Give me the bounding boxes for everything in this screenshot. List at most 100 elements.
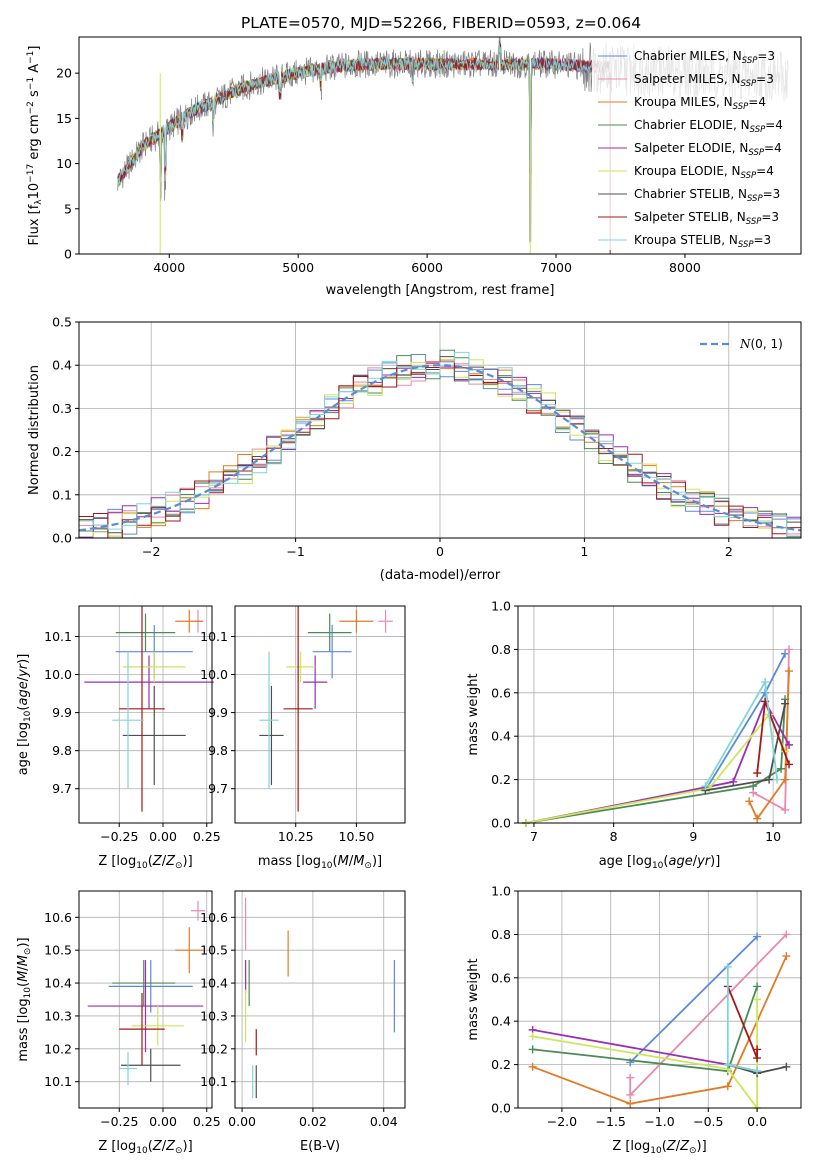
x-tick-label: 8: [610, 829, 618, 844]
x-tick-label: 0.00: [149, 1114, 177, 1129]
weight-marker-salpeter_stelib: [785, 760, 794, 769]
y-tick-label: 0.0: [491, 816, 511, 831]
weight-marker-chabrier_elodie: [528, 1045, 537, 1054]
x-tick-label: −0.25: [100, 829, 138, 844]
weight-marker-salpeter_elodie: [785, 740, 794, 749]
legend-entry-salpeter_elodie: Salpeter ELODIE, NSSP=4: [634, 141, 782, 158]
weight_vs_age-axes: [518, 605, 801, 824]
x-tick-label: 0.02: [299, 1114, 327, 1129]
x-axis-label: Z [log10(Z/Z⊙)]: [612, 1139, 706, 1156]
weight-marker-kroupa_stelib: [723, 962, 732, 971]
legend-entry-chabrier_miles: Chabrier MILES, NSSP=3: [634, 49, 775, 66]
x-axis-label: mass [log10(M/M⊙)]: [258, 854, 382, 871]
x-tick-label: −1.0: [644, 1114, 674, 1129]
x-tick-label: −1.5: [596, 1114, 626, 1129]
y-tick-label: 0.6: [491, 970, 511, 985]
y-tick-label: 0.8: [491, 642, 511, 657]
y-tick-label: 9.8: [208, 743, 228, 758]
y-axis-label: mass weight: [466, 673, 481, 755]
weight-marker-kroupa_stelib: [723, 1060, 732, 1069]
x-axis-label: wavelength [Angstrom, rest frame]: [326, 283, 555, 298]
y-tick-label: 0.2: [491, 1057, 511, 1072]
y-tick-label: 1.0: [491, 884, 511, 899]
weight-marker-kroupa_stelib: [761, 677, 770, 686]
y-tick-label: 10.0: [44, 667, 72, 682]
x-tick-label: 0.25: [193, 1114, 221, 1129]
weight-line-kroupa_miles: [748, 671, 790, 821]
weight-marker-kroupa_stelib: [753, 1067, 762, 1076]
y-tick-label: 10.4: [44, 976, 72, 991]
y-tick-label: 0.4: [491, 729, 511, 744]
weight-marker-kroupa_miles: [782, 952, 791, 961]
weight-marker-chabrier_elodie: [749, 782, 758, 791]
weight-line-chabrier_elodie: [525, 699, 786, 824]
mass_vs_ebv-points: [245, 897, 395, 1099]
weight-marker-chabrier_elodie: [753, 982, 762, 991]
age_vs_mass-frame: [234, 605, 406, 824]
weight-marker-kroupa_elodie: [753, 995, 762, 1004]
y-axis-label: age [log10(age/yr)]: [16, 654, 33, 776]
y-tick-label: 9.9: [208, 705, 228, 720]
x-axis-label: E(B-V): [300, 1139, 340, 1154]
y-tick-label: 10.5: [200, 943, 228, 958]
age_vs_Z-points: [84, 606, 214, 812]
weight-marker-kroupa_miles: [781, 775, 790, 784]
y-tick-label: 10.1: [44, 629, 72, 644]
x-axis-label: Z [log10(Z/Z⊙)]: [98, 1139, 192, 1156]
y-tick-label: 0.4: [52, 358, 72, 373]
weight-marker-kroupa_elodie: [528, 1032, 537, 1041]
x-tick-label: 0.25: [193, 829, 221, 844]
legend-box: [592, 42, 797, 250]
y-tick-label: 9.8: [52, 743, 72, 758]
y-tick-label: 0.1: [52, 487, 72, 502]
y-tick-label: 0.0: [52, 531, 72, 546]
weight-marker-kroupa_miles: [528, 1062, 537, 1071]
y-tick-label: 10.6: [200, 910, 228, 925]
weight-marker-chabrier_miles: [781, 649, 790, 658]
x-tick-label: −0.25: [100, 1114, 138, 1129]
age_vs_mass-points: [259, 606, 393, 812]
x-tick-label: 0.04: [370, 1114, 398, 1129]
weight-marker-kroupa_stelib: [701, 782, 710, 791]
mass_vs_ebv-frame: [234, 890, 406, 1109]
legend-entry-salpeter_stelib: Salpeter STELIB, NSSP=3: [634, 210, 779, 227]
x-tick-label: 8000: [669, 260, 701, 275]
weight_vs_age-series: [521, 645, 794, 827]
legend-entry-normal: N(0, 1): [739, 337, 783, 351]
y-tick-label: 0.2: [52, 444, 72, 459]
y-tick-label: 0.2: [491, 772, 511, 787]
weight_vs_age-frame: [517, 605, 802, 824]
y-tick-label: 10.1: [44, 1074, 72, 1089]
weight-marker-kroupa_miles: [723, 1082, 732, 1091]
x-tick-label: 0.0: [747, 1114, 767, 1129]
weight-marker-salpeter_stelib: [753, 769, 762, 778]
x-tick-label: 4000: [153, 260, 185, 275]
weight-marker-chabrier_miles: [761, 688, 770, 697]
weight-marker-chabrier_elodie: [777, 764, 786, 773]
x-tick-label: −2.0: [547, 1114, 577, 1129]
x-tick-label: 6000: [411, 260, 443, 275]
y-axis-label: mass weight: [466, 958, 481, 1040]
x-tick-label: 5000: [282, 260, 314, 275]
legend-entry-kroupa_elodie: Kroupa ELODIE, NSSP=4: [634, 164, 774, 181]
age_vs_mass-axes: [235, 606, 405, 823]
mass_vs_Z-frame: [78, 890, 213, 1109]
weight-line-kroupa_stelib: [704, 679, 778, 787]
spectrum-frame: [78, 36, 802, 255]
weight-marker-kroupa_miles: [753, 814, 762, 823]
y-tick-label: 20: [56, 66, 72, 81]
weight-marker-kroupa_stelib: [773, 775, 782, 784]
y-tick-label: 10.3: [44, 1008, 72, 1023]
x-axis-label: (data-model)/error: [380, 568, 501, 583]
weight-marker-kroupa_miles: [785, 667, 794, 676]
weight-marker-chabrier_miles: [753, 932, 762, 941]
y-tick-label: 10.0: [200, 667, 228, 682]
y-tick-label: 0.4: [491, 1014, 511, 1029]
y-tick-label: 5: [64, 201, 72, 216]
y-tick-label: 9.7: [208, 781, 228, 796]
model-spectrum-kroupa_stelib: [117, 42, 611, 187]
weight-marker-salpeter_miles: [626, 1073, 635, 1082]
mass_vs_ebv-axes: [235, 891, 405, 1108]
legend-entry-kroupa_miles: Kroupa MILES, NSSP=4: [634, 95, 766, 112]
